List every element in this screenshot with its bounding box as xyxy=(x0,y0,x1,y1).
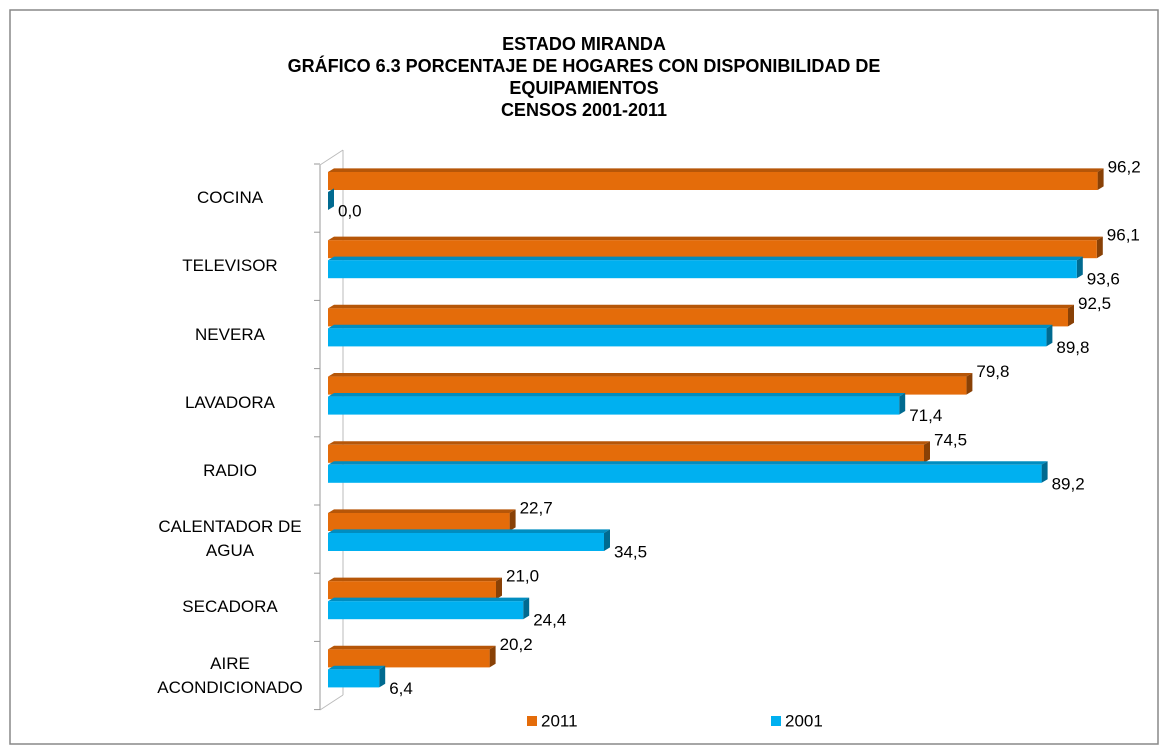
chart-title: GRÁFICO 6.3 PORCENTAJE DE HOGARES CON DI… xyxy=(288,55,881,76)
chart-title: ESTADO MIRANDA xyxy=(502,34,666,54)
bar xyxy=(328,645,496,668)
bar-face xyxy=(509,509,516,531)
bar xyxy=(328,236,1103,259)
y-tick-label: LAVADORA xyxy=(184,392,276,412)
y-tick-label: SECADORA xyxy=(182,597,278,617)
bar-face xyxy=(899,393,906,415)
bar-face xyxy=(379,665,386,688)
bar-face xyxy=(604,529,610,551)
bar-face xyxy=(328,168,1104,172)
y-tick-label: NEVERA xyxy=(195,324,265,344)
bar-face xyxy=(328,256,1083,261)
legend-swatch xyxy=(771,716,781,726)
bar-face xyxy=(1097,168,1104,190)
legend-label: 2011 xyxy=(541,711,578,730)
data-label: 22,7 xyxy=(520,498,553,517)
bar xyxy=(328,597,530,620)
bar-face xyxy=(328,328,1047,347)
bar-face xyxy=(328,509,516,513)
bar-face xyxy=(328,581,496,600)
bar-face xyxy=(328,240,1097,259)
bar-face xyxy=(328,324,1053,329)
data-label: 20,2 xyxy=(500,635,533,654)
bar-face xyxy=(1076,256,1083,279)
data-label: 71,4 xyxy=(909,406,942,425)
bar xyxy=(328,304,1074,327)
bar xyxy=(328,168,1104,190)
bar-face xyxy=(328,464,1042,483)
chart-title: CENSOS 2001-2011 xyxy=(501,100,667,120)
bar-face xyxy=(328,373,973,377)
y-tick-label: AIRE ACONDICIONADO xyxy=(157,653,303,697)
bar-face xyxy=(1068,304,1074,327)
data-label: 0,0 xyxy=(338,201,362,220)
data-label: 89,8 xyxy=(1056,338,1089,357)
y-tick-label: RADIO xyxy=(203,460,257,480)
bar-face xyxy=(328,513,510,531)
y-tick-label: CALENTADOR DE AGUA xyxy=(158,517,302,561)
bar-face xyxy=(924,441,930,463)
bar-face xyxy=(328,308,1068,327)
bar-face xyxy=(328,188,334,210)
bar xyxy=(328,461,1048,483)
bar-face xyxy=(328,649,490,668)
legend-label: 2001 xyxy=(785,711,823,730)
data-label: 96,1 xyxy=(1107,226,1140,245)
legend-swatch xyxy=(527,716,537,726)
bar-face xyxy=(1041,461,1048,483)
bar-face xyxy=(328,444,924,463)
data-label: 79,8 xyxy=(976,362,1009,381)
data-label: 6,4 xyxy=(389,679,413,698)
bar-face xyxy=(328,533,604,551)
bar-face xyxy=(328,461,1048,465)
bar-face xyxy=(328,669,380,688)
bar xyxy=(328,529,610,551)
axis-wall-top xyxy=(319,149,344,166)
bar xyxy=(328,441,930,463)
bar-face xyxy=(328,601,524,620)
bar-face xyxy=(523,597,530,620)
bar-face xyxy=(328,172,1098,190)
bar-face xyxy=(328,441,930,445)
data-label: 74,5 xyxy=(934,430,967,449)
bar-face xyxy=(328,577,502,582)
bar xyxy=(328,256,1083,279)
data-label: 24,4 xyxy=(533,611,566,630)
bar xyxy=(328,324,1053,347)
data-label: 21,0 xyxy=(506,567,539,586)
axis-wall-bottom xyxy=(319,694,344,711)
bar-face xyxy=(328,236,1103,241)
data-label: 89,2 xyxy=(1052,474,1085,493)
data-label: 34,5 xyxy=(614,542,647,561)
bar-face xyxy=(328,529,610,533)
bar-face xyxy=(328,393,906,397)
y-tick-label: COCINA xyxy=(196,188,264,208)
bar-face xyxy=(328,645,496,650)
bar-face xyxy=(1046,324,1053,347)
chart-title: EQUIPAMIENTOS xyxy=(509,78,658,98)
bar-face xyxy=(328,376,967,395)
data-label: 93,6 xyxy=(1087,270,1120,289)
bar-face xyxy=(489,645,496,668)
bar-face xyxy=(328,304,1074,309)
bar xyxy=(328,188,334,210)
bar xyxy=(328,393,906,415)
bar-face xyxy=(328,597,530,602)
bar-face xyxy=(496,577,502,600)
bar-face xyxy=(328,396,900,415)
y-tick-label: TELEVISOR xyxy=(182,256,278,276)
bar xyxy=(328,577,502,600)
bar-face xyxy=(966,373,973,395)
bar-face xyxy=(328,665,386,670)
data-label: 92,5 xyxy=(1078,294,1111,313)
bar-face xyxy=(328,260,1077,279)
bar xyxy=(328,509,516,531)
bar-face xyxy=(1096,236,1103,259)
bar xyxy=(328,665,386,688)
data-label: 96,2 xyxy=(1108,157,1141,176)
bar xyxy=(328,373,973,395)
